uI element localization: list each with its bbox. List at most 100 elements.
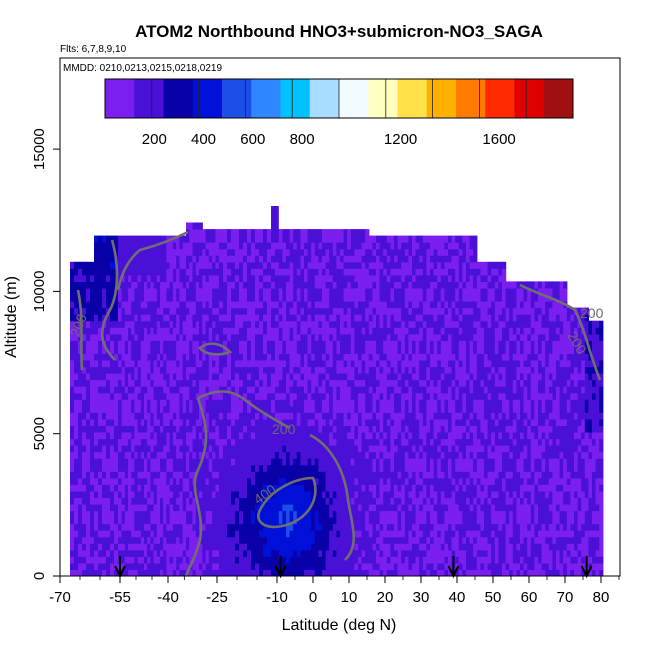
heatmap-cell [383, 438, 388, 446]
heatmap-cell [70, 261, 75, 269]
heatmap-cell [271, 504, 276, 512]
heatmap-cell [163, 255, 167, 263]
heatmap-cell [304, 281, 309, 289]
heatmap-cell [182, 373, 187, 381]
heatmap-cell [383, 484, 388, 492]
heatmap-cell [189, 353, 194, 361]
heatmap-cell [98, 412, 103, 420]
heatmap-cell [134, 366, 139, 374]
heatmap-cell [289, 543, 294, 551]
heatmap-cell [189, 556, 194, 564]
heatmap-cell [121, 438, 126, 446]
heatmap-cell [78, 549, 83, 557]
heatmap-cell [195, 425, 200, 433]
heatmap-cell [150, 333, 155, 341]
heatmap-cell [259, 490, 264, 498]
heatmap-cell [412, 504, 417, 512]
heatmap-cell [332, 255, 337, 263]
heatmap-cell [166, 464, 171, 472]
heatmap-cell [383, 536, 388, 544]
heatmap-cell [176, 281, 181, 289]
heatmap-cell [289, 438, 294, 446]
heatmap-cell [325, 268, 330, 276]
heatmap-cell [156, 353, 161, 361]
heatmap-cell [90, 477, 95, 485]
heatmap-cell [267, 346, 272, 354]
heatmap-cell [239, 425, 244, 433]
heatmap-cell [182, 366, 187, 374]
heatmap-cell [156, 307, 161, 315]
heatmap-cell [186, 510, 190, 518]
heatmap-cell [408, 517, 413, 525]
heatmap-cell [208, 399, 213, 407]
heatmap-cell [259, 412, 264, 420]
heatmap-cell [179, 333, 184, 341]
heatmap-cell [160, 523, 164, 531]
heatmap-cell [179, 346, 184, 354]
heatmap-cell [212, 536, 216, 544]
heatmap-cell [156, 504, 161, 512]
heatmap-cell [169, 307, 174, 315]
heatmap-cell [286, 556, 291, 564]
heatmap-cell [397, 392, 402, 400]
heatmap-cell [275, 562, 280, 570]
heatmap-cell [74, 471, 79, 479]
heatmap-cell [368, 464, 373, 472]
heatmap-cell [255, 543, 260, 551]
heatmap-cell [205, 392, 210, 400]
heatmap-cell [176, 360, 181, 368]
heatmap-cell [102, 274, 107, 282]
heatmap-cell [365, 261, 370, 269]
heatmap-cell [153, 497, 158, 505]
heatmap-cell [98, 288, 103, 296]
heatmap-cell [267, 399, 272, 407]
heatmap-cell [205, 471, 210, 479]
heatmap-cell [251, 373, 256, 381]
heatmap-cell [169, 327, 174, 335]
heatmap-cell [208, 517, 213, 525]
heatmap-cell [137, 235, 142, 243]
heatmap-cell [106, 490, 111, 498]
heatmap-cell [215, 517, 220, 525]
heatmap-cell [199, 412, 203, 420]
heatmap-cell [219, 517, 224, 525]
heatmap-cell [307, 373, 312, 381]
heatmap-cell [259, 523, 264, 531]
heatmap-cell [140, 399, 145, 407]
heatmap-cell [404, 353, 409, 361]
heatmap-cell [358, 543, 363, 551]
heatmap-cell [322, 556, 327, 564]
heatmap-cell [368, 451, 373, 459]
heatmap-cell [397, 379, 402, 387]
heatmap-cell [275, 543, 280, 551]
heatmap-cell [401, 281, 406, 289]
heatmap-cell [239, 327, 244, 335]
heatmap-cell [332, 445, 337, 453]
heatmap-cell [227, 248, 232, 256]
heatmap-cell [176, 504, 181, 512]
heatmap-cell [286, 268, 291, 276]
heatmap-cell [394, 549, 399, 557]
heatmap-cell [227, 471, 232, 479]
heatmap-cell [147, 484, 151, 492]
heatmap-cell [199, 301, 203, 309]
heatmap-cell [153, 556, 158, 564]
heatmap-cell [172, 366, 177, 374]
heatmap-cell [192, 288, 197, 296]
heatmap-cell [368, 405, 373, 413]
heatmap-cell [215, 412, 220, 420]
heatmap-cell [343, 497, 348, 505]
heatmap-cell [114, 543, 119, 551]
heatmap-cell [383, 530, 388, 538]
heatmap-cell [195, 366, 200, 374]
heatmap-cell [386, 301, 391, 309]
heatmap-cell [144, 556, 148, 564]
heatmap-cell [90, 346, 95, 354]
heatmap-cell [131, 235, 135, 243]
heatmap-cell [124, 438, 129, 446]
heatmap-cell [166, 432, 171, 440]
heatmap-cell [322, 438, 327, 446]
heatmap-cell [243, 399, 248, 407]
heatmap-cell [404, 556, 409, 564]
heatmap-cell [231, 412, 236, 420]
